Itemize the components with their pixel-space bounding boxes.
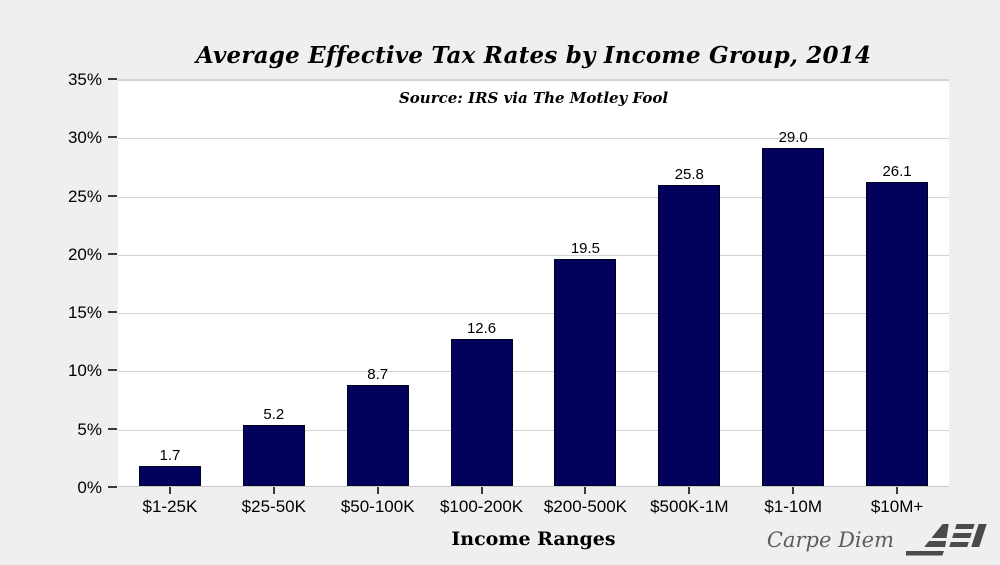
bar-slot: 1.7: [118, 80, 222, 486]
y-axis-tick-label: 35%: [67, 70, 102, 89]
x-axis-labels: $1-25K $25-50K $50-100K $100-200K $200-500K $…: [118, 497, 949, 517]
y-axis-tick-label: 15%: [67, 303, 102, 323]
bar-value-label: 26.1: [882, 162, 912, 180]
bar: [138, 466, 201, 486]
bar-slot: 19.5: [534, 80, 638, 486]
gridline: [118, 429, 949, 431]
bar: [658, 185, 721, 486]
bar: [450, 339, 513, 486]
x-axis-tick: [896, 487, 899, 494]
y-axis-tick: [108, 78, 117, 80]
plot-area: Source: IRS via The Motley Fool 1.7 5.2 8.…: [118, 79, 949, 487]
y-axis-tick: [108, 136, 117, 139]
x-axis-category-label: $100-200K: [439, 497, 524, 516]
bar: [762, 147, 825, 486]
gridline: [118, 80, 949, 81]
x-axis-tick: [792, 487, 795, 494]
y-axis-tick-label: 30%: [67, 128, 102, 148]
bar: [242, 425, 305, 486]
bar-slot: 26.1: [845, 80, 949, 486]
y-axis-tick-label: 10%: [67, 361, 102, 381]
attribution-footer: Carpe Diem: [767, 521, 988, 559]
y-axis-tick: [108, 311, 117, 314]
x-axis-category-label: $10M+: [870, 497, 924, 516]
bar-value-label: 25.8: [674, 166, 704, 184]
x-axis-title: Income Ranges: [451, 528, 616, 550]
bar-slot: 25.8: [637, 80, 741, 486]
bar-value-label: 1.7: [159, 447, 181, 465]
gridline: [118, 371, 949, 373]
x-axis-category-label: $200-500K: [543, 497, 628, 516]
carpe-diem-wordmark: Carpe Diem: [766, 528, 894, 552]
chart-subtitle: Source: IRS via The Motley Fool: [398, 89, 669, 107]
bar-value-label: 5.2: [263, 406, 285, 424]
bar-value-label: 12.6: [466, 320, 497, 338]
y-axis-tick-label: 5%: [77, 419, 102, 439]
x-axis-tick: [168, 487, 171, 494]
bar-slot: 5.2: [222, 80, 326, 486]
gridline: [118, 254, 949, 256]
x-axis-category-label: $25-50K: [241, 497, 306, 516]
y-axis-tick: [108, 486, 117, 488]
bar-value-label: 8.7: [367, 365, 389, 383]
y-axis-tick: [108, 427, 117, 430]
bar-slot: 29.0: [741, 80, 845, 486]
bar-value-label: 19.5: [570, 239, 601, 257]
bar-slot: 12.6: [430, 80, 534, 486]
x-axis-category-label: $500K-1M: [650, 497, 729, 516]
bar: [346, 384, 409, 486]
bar: [866, 181, 929, 486]
bar-series: 1.7 5.2 8.7 12.6 19.5 25.8 29.0 26.1: [118, 80, 949, 486]
x-axis-tick: [376, 487, 379, 494]
chart-title: Average Effective Tax Rates by Income Gr…: [195, 42, 872, 69]
y-axis-tick: [108, 194, 117, 197]
bar-value-label: 29.0: [778, 128, 808, 146]
aei-logo-icon: [906, 524, 987, 556]
x-axis-category-label: $1-10M: [764, 497, 822, 516]
x-axis-category-label: $50-100K: [340, 497, 415, 516]
gridline: [118, 196, 949, 198]
bar: [554, 258, 617, 486]
x-axis-tick: [584, 487, 587, 494]
y-axis-tick: [108, 252, 117, 255]
bar-slot: 8.7: [326, 80, 430, 486]
gridline: [118, 138, 949, 140]
x-axis-category-label: $1-25K: [142, 497, 198, 516]
y-axis-tick: [108, 369, 117, 372]
y-axis-tick-label: 0%: [77, 478, 102, 497]
gridline: [118, 313, 949, 315]
y-axis-tick-label: 20%: [67, 244, 102, 264]
x-axis-tick: [272, 487, 275, 494]
y-axis-tick-label: 25%: [67, 186, 102, 206]
x-axis-tick: [480, 487, 483, 494]
x-axis-tick: [688, 487, 691, 494]
